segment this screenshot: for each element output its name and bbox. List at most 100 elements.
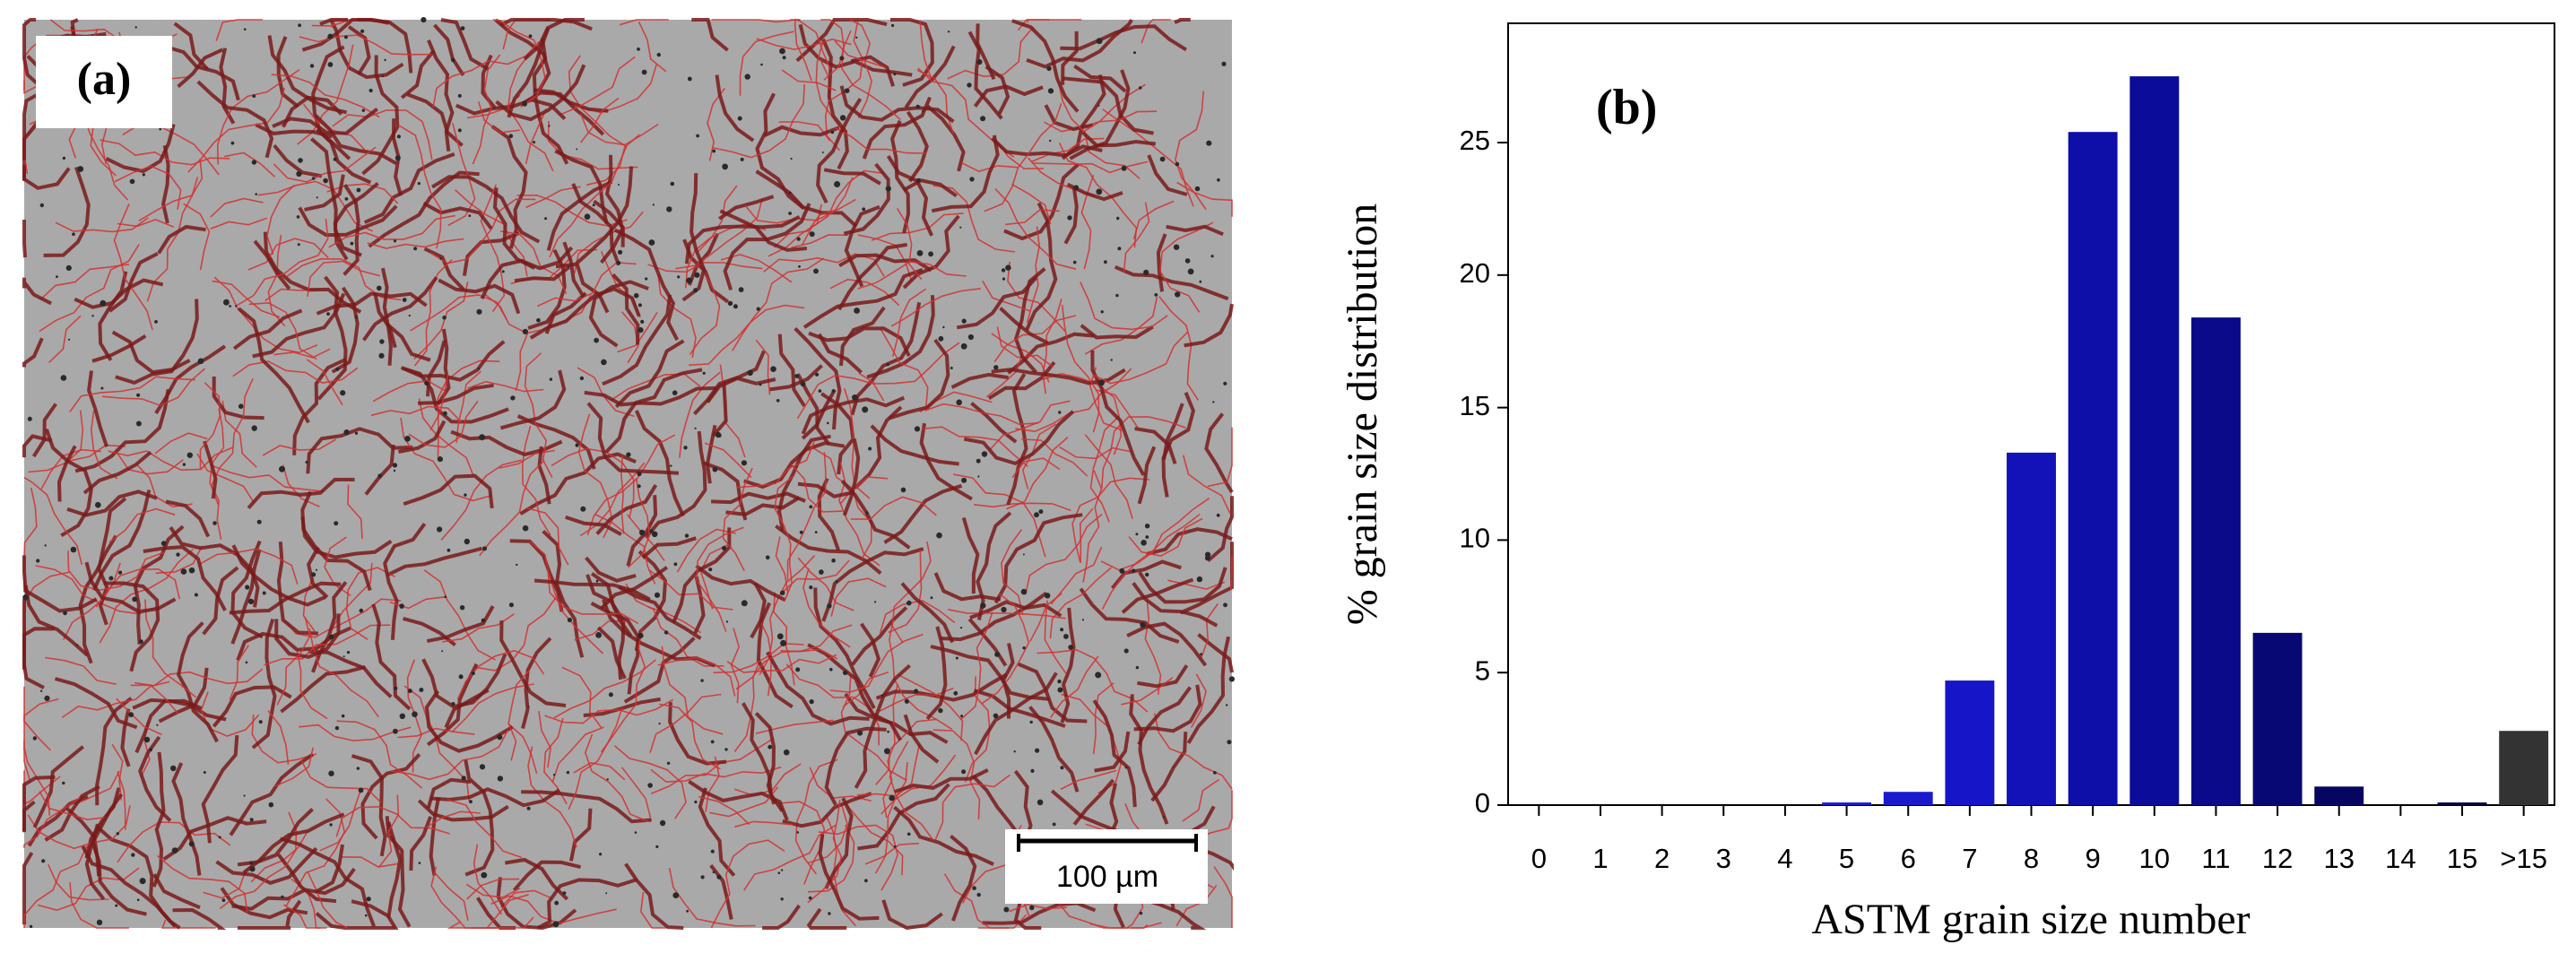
grain-boundary	[252, 292, 346, 359]
precipitate	[1096, 188, 1103, 195]
precipitate	[384, 58, 386, 62]
grain-boundary	[807, 643, 902, 741]
grain-boundary	[732, 257, 825, 351]
grain-boundary	[1044, 600, 1067, 674]
grain-boundary	[890, 288, 981, 327]
grain-boundary	[1044, 104, 1094, 132]
grain-boundary	[267, 710, 290, 765]
precipitate	[712, 149, 716, 153]
precipitate	[298, 158, 303, 163]
precipitate	[464, 538, 470, 545]
precipitate	[279, 465, 285, 472]
grain-boundary	[993, 513, 1083, 604]
precipitate	[976, 892, 981, 897]
grain-boundary	[617, 311, 658, 353]
grain-boundary	[919, 422, 973, 501]
grain-boundary	[43, 166, 91, 257]
precipitate	[765, 555, 770, 560]
precipitate	[251, 425, 257, 431]
grain-boundary	[984, 103, 1062, 212]
grain-boundary	[916, 69, 954, 134]
precipitate	[654, 592, 661, 598]
grain-boundary	[710, 839, 785, 929]
precipitate	[526, 806, 531, 810]
grain-boundary	[306, 427, 413, 474]
bar	[2499, 731, 2549, 805]
grain-boundary	[114, 165, 182, 210]
grain-boundary	[889, 18, 934, 87]
precipitate	[356, 767, 360, 770]
grain-boundary	[849, 19, 872, 118]
grain-boundary	[319, 18, 348, 26]
grain-boundary	[1146, 527, 1233, 556]
precipitate	[160, 541, 167, 546]
precipitate	[412, 711, 418, 717]
precipitate	[1135, 533, 1139, 536]
precipitate	[451, 57, 455, 63]
grain-boundary	[681, 173, 707, 302]
grain-boundary	[568, 808, 593, 862]
grain-boundary	[371, 603, 412, 711]
grain-boundary	[1138, 567, 1227, 604]
precipitate	[1133, 51, 1136, 55]
grain-boundary	[919, 20, 932, 79]
precipitate	[1175, 161, 1180, 167]
precipitate	[296, 170, 302, 178]
grain-boundary	[113, 204, 153, 331]
grain-boundary	[647, 262, 763, 273]
precipitate	[458, 674, 464, 680]
grain-boundary	[756, 38, 852, 50]
grain-boundary	[925, 626, 948, 721]
grain-boundary	[932, 185, 1016, 253]
grain-boundary	[1144, 599, 1162, 696]
grain-boundary	[314, 844, 344, 894]
precipitate	[443, 411, 447, 416]
grain-boundary	[516, 414, 596, 470]
grain-boundary	[331, 286, 360, 374]
grain-boundary	[307, 260, 380, 298]
grain-boundary	[985, 351, 1024, 398]
y-tick-label: 10	[1460, 523, 1490, 554]
precipitate	[238, 403, 244, 410]
grain-boundary	[1137, 446, 1157, 505]
precipitate	[886, 363, 889, 367]
grain-boundary	[257, 180, 373, 232]
bar	[1945, 680, 1995, 805]
precipitate	[419, 688, 424, 692]
precipitate	[980, 116, 986, 122]
grain-boundary	[162, 816, 267, 862]
precipitate	[741, 600, 748, 607]
precipitate	[1110, 359, 1113, 361]
grain-boundary	[533, 578, 651, 602]
precipitate	[584, 213, 591, 220]
grain-boundary	[456, 649, 545, 700]
grain-boundary	[492, 187, 536, 270]
grain-boundary	[698, 795, 750, 826]
grain-boundary	[723, 203, 811, 290]
precipitate	[528, 34, 533, 39]
y-tick-label: 15	[1460, 390, 1490, 421]
precipitate	[316, 196, 318, 199]
precipitate	[599, 853, 603, 856]
grain-boundary	[893, 805, 994, 866]
grain-boundary	[697, 185, 738, 253]
grain-boundary	[336, 720, 423, 789]
precipitate	[788, 212, 792, 215]
grain-boundary	[889, 338, 950, 420]
precipitate	[369, 88, 373, 93]
precipitate	[134, 26, 137, 29]
grain-boundary	[210, 197, 264, 218]
precipitate	[421, 17, 427, 23]
grain-boundary	[559, 56, 636, 116]
grain-boundary	[889, 741, 934, 841]
grain-boundary	[48, 315, 82, 363]
precipitate	[618, 184, 620, 186]
grain-boundary	[515, 333, 529, 392]
grain-boundary	[90, 410, 118, 480]
precipitate	[780, 639, 787, 646]
grain-boundary	[625, 583, 724, 667]
grain-boundary	[1001, 529, 1024, 615]
precipitate	[637, 484, 641, 489]
grain-boundary	[330, 598, 402, 630]
